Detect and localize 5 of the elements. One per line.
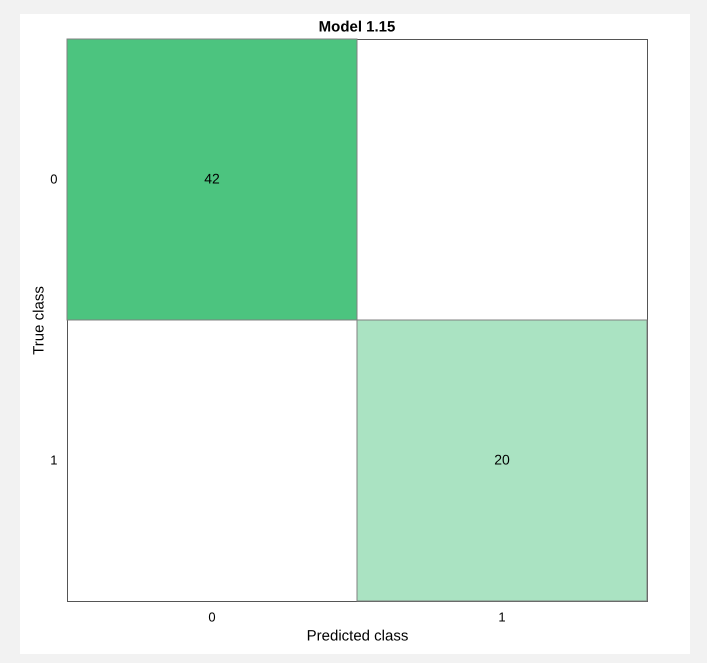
x-axis-title: Predicted class xyxy=(306,628,408,644)
data-label: 20 xyxy=(494,452,510,468)
data-label: 42 xyxy=(204,170,220,186)
y-axis-title: True class xyxy=(30,286,48,355)
chart-title: Model 1.15 xyxy=(318,18,396,36)
